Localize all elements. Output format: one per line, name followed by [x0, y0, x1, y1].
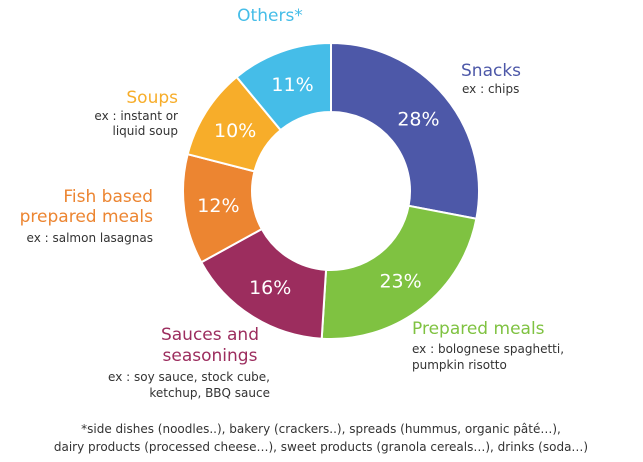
label-fish-title-2: prepared meals: [20, 207, 154, 227]
slice-snacks: [330, 41, 480, 220]
footnote-line-2: dairy products (processed cheese…), swee…: [54, 440, 588, 454]
label-fish-example: ex : salmon lasagnas: [27, 231, 153, 245]
pct-label-snacks: 28%: [397, 109, 439, 131]
legend-others: Others*: [237, 6, 303, 26]
percentage-labels: 28% 23% 16% 12% 10% 11%: [197, 74, 439, 299]
footnote-line-1: *side dishes (noodles..), bakery (cracke…: [81, 422, 561, 436]
legend-soups: Soups ex : instant or liquid soup: [94, 88, 178, 138]
legend-prepared-meals: Prepared meals ex : bolognese spaghetti,…: [412, 319, 564, 372]
label-soups-example-1: ex : instant or: [94, 109, 178, 123]
pct-label-prepared-meals: 23%: [379, 271, 421, 293]
label-prepared-title: Prepared meals: [412, 319, 545, 339]
label-snacks-example: ex : chips: [462, 82, 519, 96]
label-soups-title: Soups: [126, 88, 178, 108]
label-sauces-example-2: ketchup, BBQ sauce: [149, 386, 270, 400]
slice-others: [235, 41, 332, 132]
label-soups-example-2: liquid soup: [113, 124, 178, 138]
label-fish-title-1: Fish based: [63, 187, 153, 207]
pct-label-fish-based-prepared-meals: 12%: [197, 195, 239, 217]
label-sauces-title-2: seasonings: [163, 346, 258, 366]
footnote: *side dishes (noodles..), bakery (cracke…: [54, 422, 588, 454]
label-prepared-example-1: ex : bolognese spaghetti,: [412, 342, 564, 356]
label-snacks-title: Snacks: [461, 61, 521, 81]
legend-fish-meals: Fish based prepared meals ex : salmon la…: [20, 187, 154, 245]
label-others-title: Others*: [237, 6, 303, 26]
pct-label-others: 11%: [271, 74, 313, 96]
pct-label-sauces-and-seasonings: 16%: [249, 277, 291, 299]
legend-snacks: Snacks ex : chips: [461, 61, 521, 96]
label-sauces-title-1: Sauces and: [161, 325, 259, 345]
donut-slices: [182, 41, 480, 340]
label-sauces-example-1: ex : soy sauce, stock cube,: [108, 370, 270, 384]
label-prepared-example-2: pumpkin risotto: [412, 358, 507, 372]
legend-sauces: Sauces and seasonings ex : soy sauce, st…: [108, 325, 270, 400]
slice-prepared-meals: [320, 204, 478, 340]
pct-label-soups: 10%: [214, 120, 256, 142]
